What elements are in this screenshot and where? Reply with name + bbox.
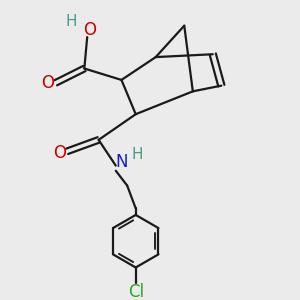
Text: O: O — [41, 74, 54, 92]
Text: N: N — [116, 153, 128, 171]
Text: Cl: Cl — [128, 283, 144, 300]
Text: H: H — [131, 147, 143, 162]
Text: O: O — [53, 144, 66, 162]
Text: H: H — [66, 14, 77, 29]
Text: O: O — [83, 21, 96, 39]
